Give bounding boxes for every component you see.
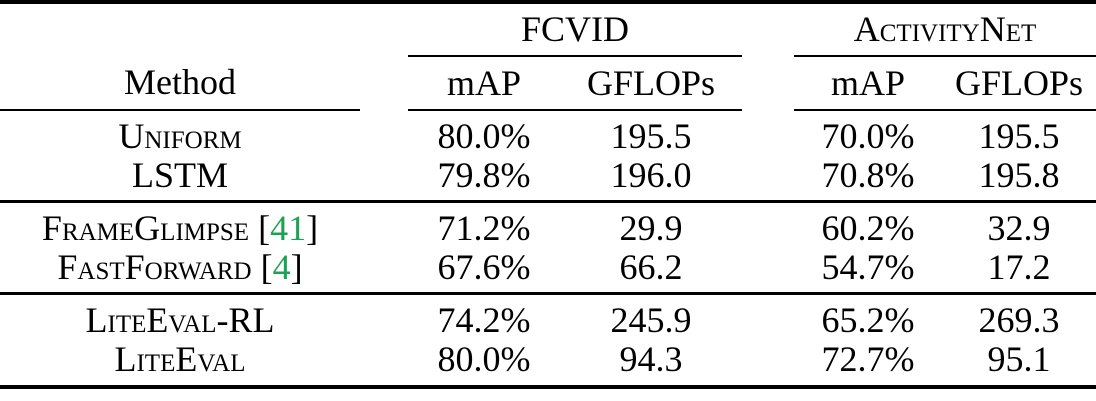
citation-open-bracket: [ (258, 208, 271, 248)
fcvid-gflops-value: 94.3 (560, 340, 742, 389)
table-row-liteeval: LiteEval 80.0% 94.3 72.7% 95.1 (0, 340, 1096, 389)
fcvid-gflops-value: 245.9 (610, 300, 692, 340)
group-header-fcvid: FCVID (408, 2, 742, 57)
gap-cell (742, 156, 794, 203)
anet-map-value: 70.0% (821, 116, 915, 156)
results-table: FCVID ActivityNet Method mAP GFLOPs mAP … (0, 0, 1096, 389)
column-header-anet-gflops: GFLOPs (942, 56, 1096, 111)
fcvid-gflops-value: 29.9 (619, 208, 683, 248)
group-header-row: FCVID ActivityNet (0, 2, 1096, 57)
method-name: LiteEval (0, 340, 360, 389)
anet-gflops-value: 32.9 (987, 208, 1051, 248)
gap-cell (360, 110, 408, 156)
method-name: FrameGlimpse [41] (0, 202, 360, 249)
anet-map-value: 65.2% (821, 300, 915, 340)
fcvid-map-value: 71.2% (437, 208, 531, 248)
anet-gflops-value: 195.5 (978, 116, 1060, 156)
table-row-frameglimpse: FrameGlimpse [41] 71.2% 29.9 60.2% 32.9 (0, 202, 1096, 249)
anet-gflops-value: 17.2 (942, 248, 1096, 295)
group-header-activitynet: ActivityNet (794, 2, 1096, 57)
gap-cell (360, 340, 408, 389)
table-row-liteeval-rl: LiteEval-RL 74.2% 245.9 65.2% 269.3 (0, 294, 1096, 341)
anet-map-value: 70.8% (794, 156, 942, 203)
citation: [41] (258, 208, 318, 248)
citation-link[interactable]: 41 (270, 208, 307, 248)
fcvid-map-value: 79.8% (408, 156, 560, 203)
gap-cell (742, 294, 794, 341)
gap-cell (360, 56, 408, 110)
gap-cell (742, 340, 794, 389)
fcvid-map-value: 74.2% (437, 300, 531, 340)
method-name: LSTM (0, 156, 360, 203)
gap-cell (742, 56, 794, 110)
anet-gflops-value: 95.1 (942, 340, 1096, 389)
column-header-fcvid-gflops: GFLOPs (560, 56, 742, 111)
anet-map-value: 72.7% (794, 340, 942, 389)
table-row-uniform: Uniform 80.0% 195.5 70.0% 195.5 (0, 110, 1096, 156)
column-header-method: Method (0, 56, 360, 111)
gap-cell (742, 248, 794, 295)
method-label: FastForward (57, 247, 252, 287)
fcvid-map-value: 80.0% (437, 116, 531, 156)
method-label: FrameGlimpse (41, 208, 250, 248)
gap-cell (360, 248, 408, 295)
citation: [4] (261, 247, 303, 287)
citation-close-bracket: ] (290, 247, 303, 287)
method-name: Uniform (118, 116, 242, 156)
table-row-fastforward: FastForward [4] 67.6% 66.2 54.7% 17.2 (0, 247, 1096, 295)
column-header-anet-map: mAP (794, 56, 942, 111)
gap-cell (360, 156, 408, 203)
table-row-lstm: LSTM 79.8% 196.0 70.8% 195.8 (0, 156, 1096, 203)
gap-cell (360, 294, 408, 341)
method-name: FastForward [4] (0, 247, 360, 295)
fcvid-map-value: 67.6% (408, 248, 560, 295)
column-header-fcvid-map: mAP (408, 56, 560, 111)
empty-corner-cell (0, 2, 360, 56)
fcvid-gflops-value: 195.5 (610, 116, 692, 156)
gap-cell (742, 110, 794, 156)
citation-open-bracket: [ (260, 247, 273, 287)
anet-map-value: 60.2% (821, 208, 915, 248)
column-header-row: Method mAP GFLOPs mAP GFLOPs (0, 56, 1096, 111)
anet-gflops-value: 269.3 (978, 300, 1060, 340)
fcvid-gflops-value: 196.0 (560, 156, 742, 203)
anet-map-value: 54.7% (794, 248, 942, 295)
gap-cell (360, 2, 408, 56)
citation-link[interactable]: 4 (272, 247, 291, 287)
citation-close-bracket: ] (306, 208, 319, 248)
gap-cell (742, 202, 794, 249)
method-name: LiteEval-RL (85, 300, 275, 340)
fcvid-map-value: 80.0% (408, 340, 560, 389)
fcvid-gflops-value: 66.2 (560, 248, 742, 295)
gap-cell (742, 2, 794, 56)
anet-gflops-value: 195.8 (942, 156, 1096, 203)
gap-cell (360, 202, 408, 249)
